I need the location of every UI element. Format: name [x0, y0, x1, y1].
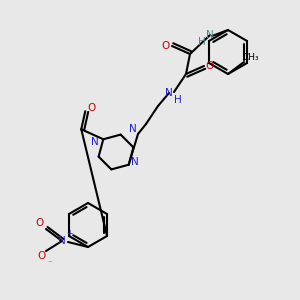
- Text: O: O: [87, 103, 95, 113]
- Text: N: N: [131, 157, 139, 167]
- Text: ⁻: ⁻: [48, 259, 52, 268]
- Text: O: O: [36, 218, 44, 228]
- Text: O: O: [37, 251, 45, 261]
- Text: O: O: [206, 61, 214, 71]
- Text: O: O: [162, 41, 170, 51]
- Text: +: +: [66, 230, 72, 238]
- Text: N: N: [129, 124, 137, 134]
- Text: N: N: [206, 30, 214, 40]
- Text: CH₃: CH₃: [243, 53, 259, 62]
- Text: H: H: [198, 37, 206, 47]
- Text: N: N: [92, 137, 99, 147]
- Text: N: N: [58, 236, 66, 246]
- Text: N: N: [165, 88, 173, 98]
- Text: H: H: [174, 95, 182, 105]
